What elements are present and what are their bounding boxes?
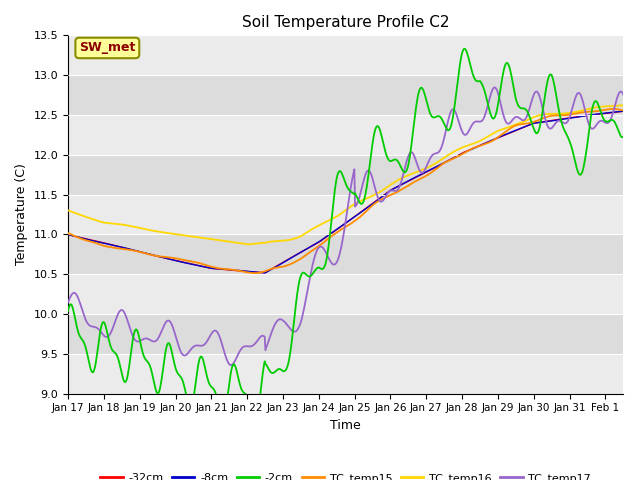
Legend: -32cm, -8cm, -2cm, TC_temp15, TC_temp16, TC_temp17: -32cm, -8cm, -2cm, TC_temp15, TC_temp16,… (96, 468, 595, 480)
Bar (68, 274, 623, 314)
Bar (68, 314, 623, 354)
Bar (68, 234, 623, 274)
Bar (68, 155, 623, 194)
X-axis label: Time: Time (330, 419, 361, 432)
Bar (68, 194, 623, 234)
Bar (68, 354, 623, 394)
Y-axis label: Temperature (C): Temperature (C) (15, 164, 28, 265)
Bar (68, 115, 623, 155)
Bar (68, 75, 623, 115)
Bar (68, 36, 623, 75)
Title: Soil Temperature Profile C2: Soil Temperature Profile C2 (242, 15, 449, 30)
Text: SW_met: SW_met (79, 41, 136, 54)
